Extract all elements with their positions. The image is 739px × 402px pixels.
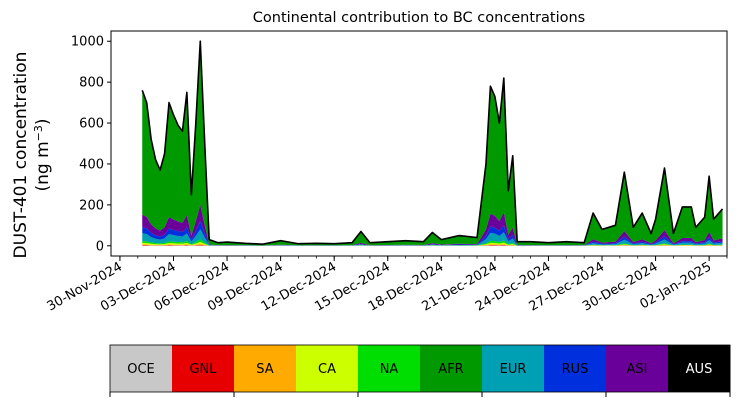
legend-swatch-afr [420, 345, 483, 392]
legend-label-oce: OCE [127, 362, 155, 377]
y-tick-label: 0 [96, 239, 104, 254]
legend-swatch-aus [668, 345, 731, 392]
plot-frame [110, 30, 728, 257]
area-ca [142, 241, 723, 246]
legend-frame [109, 344, 731, 393]
area-rus [142, 221, 723, 246]
stacked-areas [142, 41, 723, 246]
series-total-line [141, 40, 724, 245]
area-eur [142, 229, 723, 246]
area-asi [142, 204, 723, 246]
y-axis: 0 200 400 600 800 1000 [71, 35, 111, 254]
legend-label-asi: ASI [627, 362, 648, 377]
legend-swatch-eur [482, 345, 545, 392]
legend-label-gnl: GNL [189, 362, 217, 377]
y-tick-label: 600 [79, 117, 104, 132]
legend-label-na: NA [380, 362, 399, 377]
legend-label-aus: AUS [686, 362, 713, 377]
y-tick-label: 1000 [71, 35, 104, 50]
area-na [142, 239, 723, 246]
y-axis-label: DUST-401 concentration (ng m−3) [11, 52, 53, 259]
y-axis-label-line2: (ng m−3) [32, 118, 54, 191]
legend-label-sa: SA [256, 362, 273, 377]
chart-title: Continental contribution to BC concentra… [253, 10, 585, 26]
legend-swatch-gnl [172, 345, 235, 392]
y-tick-label: 800 [79, 76, 104, 91]
area-afr [142, 41, 723, 246]
y-tick-label: 400 [79, 157, 104, 172]
legend-label-eur: EUR [500, 362, 527, 377]
legend-swatch-na [358, 345, 421, 392]
plot-area [110, 30, 728, 257]
legend-label-ca: CA [318, 362, 336, 377]
legend-swatch-asi [606, 345, 669, 392]
area-gnl [142, 244, 723, 246]
legend-swatch-sa [234, 345, 297, 392]
legend: OCE GNL SA CA NA AFR EUR RUS ASI AUS [109, 344, 731, 397]
legend-swatch-oce [110, 345, 173, 392]
y-axis-label-line1: DUST-401 concentration [11, 52, 31, 259]
legend-label-rus: RUS [562, 362, 589, 377]
legend-swatch-rus [544, 345, 607, 392]
legend-swatch-ca [296, 345, 359, 392]
area-sa [142, 243, 723, 246]
legend-label-afr: AFR [438, 362, 463, 377]
x-axis: 30-Nov-202403-Dec-202406-Dec-202409-Dec-… [45, 256, 728, 315]
y-tick-label: 200 [79, 198, 104, 213]
